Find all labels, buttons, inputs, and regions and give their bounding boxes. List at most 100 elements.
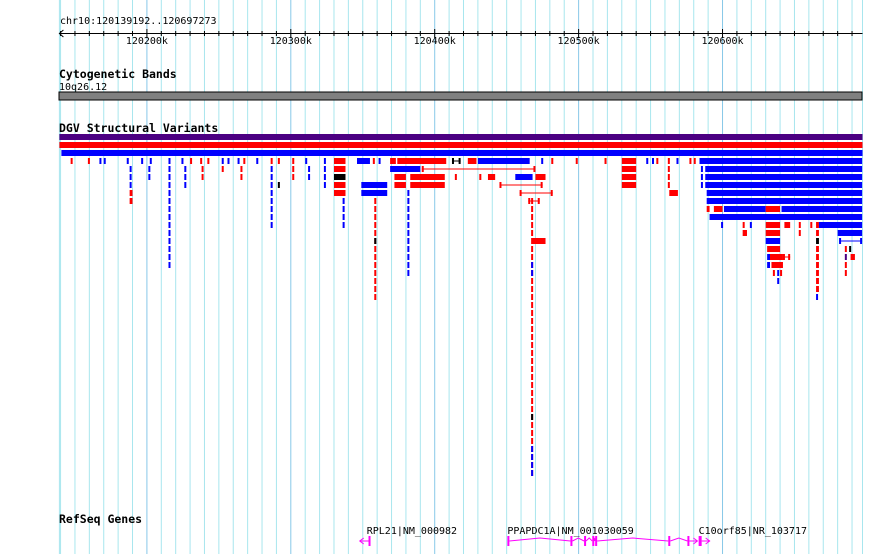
dgv-variant[interactable] (531, 206, 534, 212)
dgv-variant[interactable] (407, 238, 410, 244)
dgv-variant[interactable] (798, 230, 801, 236)
dgv-variant-span[interactable] (421, 166, 536, 172)
dgv-variant[interactable] (168, 166, 171, 172)
dgv-variant[interactable] (531, 198, 534, 204)
dgv-variant[interactable] (407, 230, 410, 236)
dgv-variant[interactable] (129, 166, 132, 172)
dgv-variant[interactable] (531, 414, 534, 420)
dgv-variant[interactable] (70, 158, 73, 164)
dgv-variant[interactable] (168, 230, 171, 236)
dgv-variant[interactable] (372, 158, 375, 164)
dgv-variant[interactable] (148, 166, 151, 172)
dgv-variant[interactable] (168, 190, 171, 196)
dgv-variant[interactable] (531, 342, 534, 348)
dgv-variant[interactable] (531, 302, 534, 308)
dgv-variant[interactable] (667, 174, 670, 180)
dgv-variant[interactable] (168, 214, 171, 220)
dgv-variant-span[interactable] (782, 254, 791, 260)
dgv-variant[interactable] (270, 222, 273, 228)
dgv-variant[interactable] (374, 222, 377, 228)
dgv-variant[interactable] (374, 278, 377, 284)
dgv-variant[interactable] (342, 206, 345, 212)
dgv-variant[interactable] (742, 230, 747, 236)
dgv-variant[interactable] (184, 166, 187, 172)
dgv-variant[interactable] (168, 254, 171, 260)
dgv-variant[interactable] (531, 310, 534, 316)
dgv-variant[interactable] (676, 158, 679, 164)
dgv-variant-span[interactable] (499, 182, 543, 188)
dgv-variant[interactable] (292, 158, 295, 164)
refseq-track[interactable]: RPL21|NM_000982 PPAPDC1A|NM_001030059 C10o… (358, 526, 807, 546)
dgv-variant[interactable] (374, 254, 377, 260)
dgv-variant[interactable] (693, 158, 696, 164)
dgv-variant[interactable] (308, 174, 311, 180)
dgv-variant[interactable] (816, 238, 819, 244)
dgv-variant[interactable] (407, 246, 410, 252)
dgv-variant[interactable] (141, 158, 144, 164)
dgv-variant[interactable] (342, 222, 345, 228)
dgv-track[interactable] (59, 134, 863, 476)
dgv-variant[interactable] (333, 166, 346, 172)
dgv-variant[interactable] (532, 238, 546, 244)
dgv-variant[interactable] (816, 278, 819, 284)
dgv-variant[interactable] (531, 262, 534, 268)
dgv-variant[interactable] (844, 270, 847, 276)
dgv-variant[interactable] (168, 158, 171, 164)
dgv-variant[interactable] (816, 270, 819, 276)
dgv-variant[interactable] (323, 158, 326, 164)
dgv-variant[interactable] (531, 422, 534, 428)
dgv-variant[interactable] (487, 174, 496, 180)
dgv-variant[interactable] (531, 246, 534, 252)
dgv-variant[interactable] (270, 174, 273, 180)
dgv-variant[interactable] (201, 174, 204, 180)
dgv-variant[interactable] (709, 214, 863, 220)
dgv-variant[interactable] (551, 158, 554, 164)
dgv-variant[interactable] (575, 158, 578, 164)
dgv-variant[interactable] (531, 334, 534, 340)
dgv-variant[interactable] (181, 158, 184, 164)
dgv-variant[interactable] (816, 262, 819, 268)
refseq-gene[interactable]: C10orf85|NR_103717 (698, 526, 807, 546)
dgv-variant[interactable] (742, 222, 745, 228)
dgv-variant[interactable] (531, 406, 534, 412)
dgv-variant[interactable] (713, 206, 723, 212)
dgv-variant[interactable] (767, 254, 771, 260)
dgv-variant[interactable] (190, 158, 193, 164)
dgv-variant[interactable] (667, 158, 670, 164)
dgv-variant[interactable] (798, 222, 801, 228)
dgv-variant[interactable] (816, 286, 819, 292)
dgv-variant[interactable] (333, 190, 346, 196)
dgv-variant[interactable] (87, 158, 90, 164)
dgv-variant[interactable] (407, 214, 410, 220)
dgv-variant[interactable] (342, 198, 345, 204)
dgv-variant[interactable] (767, 246, 781, 252)
dgv-variant[interactable] (531, 278, 534, 284)
dgv-variant[interactable] (292, 166, 295, 172)
dgv-variant[interactable] (168, 182, 171, 188)
dgv-variant[interactable] (390, 166, 421, 172)
dgv-variant[interactable] (168, 174, 171, 180)
dgv-variant[interactable] (765, 206, 781, 212)
dgv-variant[interactable] (531, 350, 534, 356)
dgv-variant[interactable] (770, 254, 783, 260)
dgv-variant[interactable] (531, 254, 534, 260)
dgv-variant[interactable] (531, 446, 534, 452)
refseq-gene[interactable]: PPAPDC1A|NM_001030059 (507, 526, 699, 546)
dgv-variant[interactable] (270, 182, 273, 188)
dgv-variant[interactable] (407, 198, 410, 204)
dgv-variant[interactable] (706, 206, 710, 212)
dgv-variant[interactable] (531, 438, 534, 444)
dgv-variant[interactable] (126, 158, 129, 164)
dgv-variant-span[interactable] (519, 190, 553, 196)
dgv-variant[interactable] (705, 182, 863, 188)
dgv-variant[interactable] (374, 294, 377, 300)
dgv-variant[interactable] (531, 238, 534, 244)
dgv-variant[interactable] (323, 182, 326, 188)
dgv-variant[interactable] (656, 158, 659, 164)
dgv-variant[interactable] (531, 222, 534, 228)
dgv-variant[interactable] (531, 286, 534, 292)
dgv-variant[interactable] (531, 382, 534, 388)
dgv-variant[interactable] (374, 214, 377, 220)
dgv-variant[interactable] (407, 254, 410, 260)
dgv-variant[interactable] (168, 246, 171, 252)
